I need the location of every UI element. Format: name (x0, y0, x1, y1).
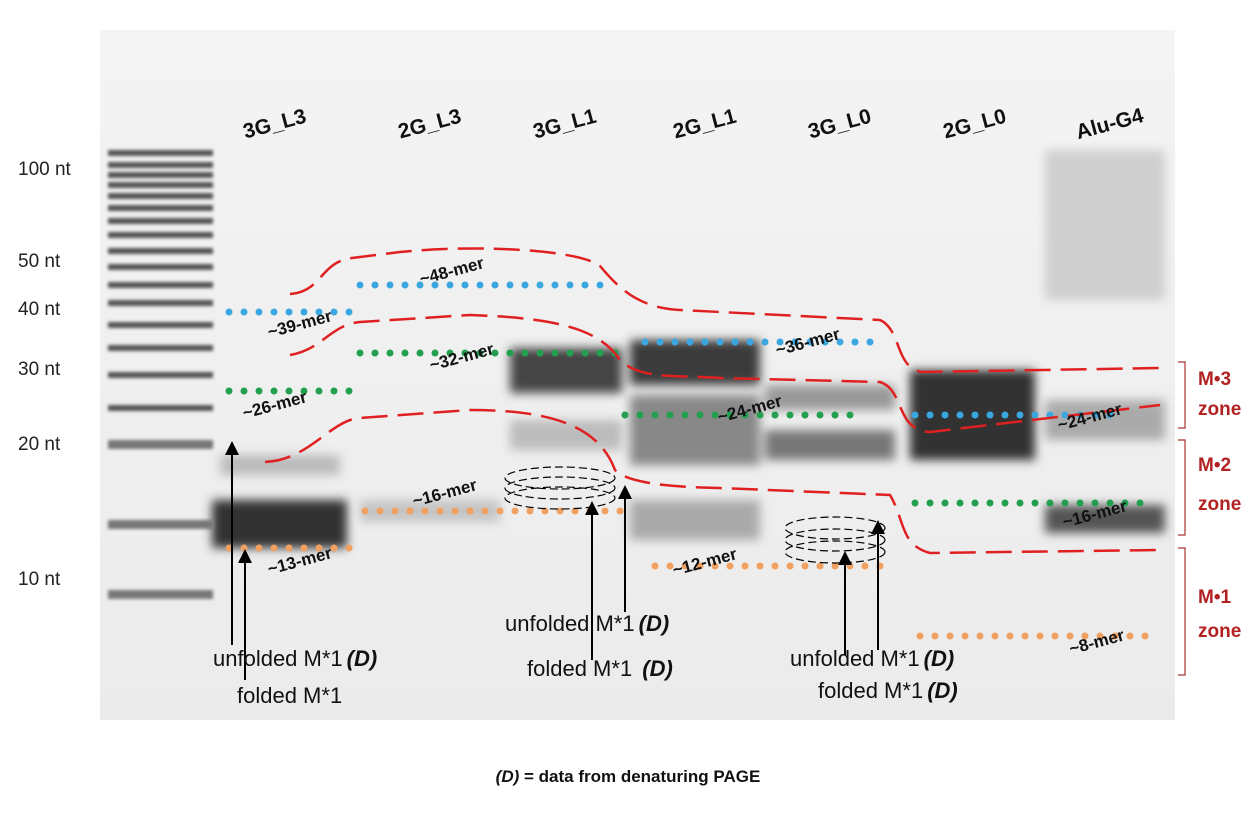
footnote-tag: (D) (496, 767, 520, 786)
annotation-tag: (D) (639, 611, 670, 636)
annotation-tag: (D) (924, 646, 955, 671)
zone-word: zone (1198, 494, 1241, 515)
annotation-text: unfolded M*1 (790, 646, 920, 671)
annotation: unfolded M*1 (D) (505, 611, 669, 636)
ladder-band (108, 405, 213, 411)
ladder-band (108, 172, 213, 178)
fold-ellipses (504, 466, 886, 564)
gel-bands (212, 150, 1165, 548)
annotation-text: unfolded M*1 (213, 646, 343, 671)
annotation: folded M*1 (D) (818, 678, 958, 703)
zone-brackets (1178, 361, 1186, 676)
zone-word: zone (1198, 399, 1241, 420)
annotation-text: folded M*1 (527, 656, 638, 681)
ladder-band (108, 520, 213, 529)
annotation-text: unfolded M*1 (505, 611, 635, 636)
zone-name: M•2 (1198, 455, 1231, 476)
ladder-label: 20 nt (18, 434, 61, 455)
ladder-band (108, 218, 213, 224)
ladder-label: 50 nt (18, 251, 61, 272)
ladder-label: 30 nt (18, 359, 61, 380)
ladder-band (108, 248, 213, 254)
ladder-label: 10 nt (18, 569, 61, 590)
ladder-band (108, 264, 213, 270)
annotation-tag: (D) (347, 646, 378, 671)
ladder-label: 100 nt (18, 159, 72, 180)
ladder-band (108, 193, 213, 199)
ladder-band (108, 322, 213, 328)
zone-word: zone (1198, 621, 1241, 642)
annotation-text: folded M*1 (818, 678, 923, 703)
ladder-band (108, 205, 213, 211)
annotation-text: folded M*1 (237, 683, 342, 708)
annotation-tag: (D) (642, 656, 673, 681)
zone-name: M•1 (1198, 587, 1231, 608)
dotted-lines (225, 281, 1164, 640)
annotation: folded M*1 (D) (527, 656, 673, 681)
ladder-band (108, 345, 213, 351)
zone-boundaries (264, 247, 1161, 555)
annotation-tag: (D) (927, 678, 958, 703)
annotation: folded M*1 (237, 683, 342, 708)
ladder-band (108, 232, 213, 238)
footnote-text: = data from denaturing PAGE (519, 767, 760, 786)
ladder-band (108, 372, 213, 378)
footnote: (D) = data from denaturing PAGE (496, 767, 761, 786)
annotation: unfolded M*1 (D) (790, 646, 954, 671)
ladder-band (108, 182, 213, 188)
annotation: unfolded M*1 (D) (213, 646, 377, 671)
ladder-band (108, 150, 213, 156)
ladder-band (108, 590, 213, 599)
arrows (225, 441, 885, 680)
ladder-band (108, 440, 213, 449)
ladder-label: 40 nt (18, 299, 61, 320)
ladder-band (108, 162, 213, 168)
ladder-band (108, 300, 213, 306)
ladder-band (108, 282, 213, 288)
ladder-bands (108, 150, 213, 599)
zone-name: M•3 (1198, 369, 1231, 390)
